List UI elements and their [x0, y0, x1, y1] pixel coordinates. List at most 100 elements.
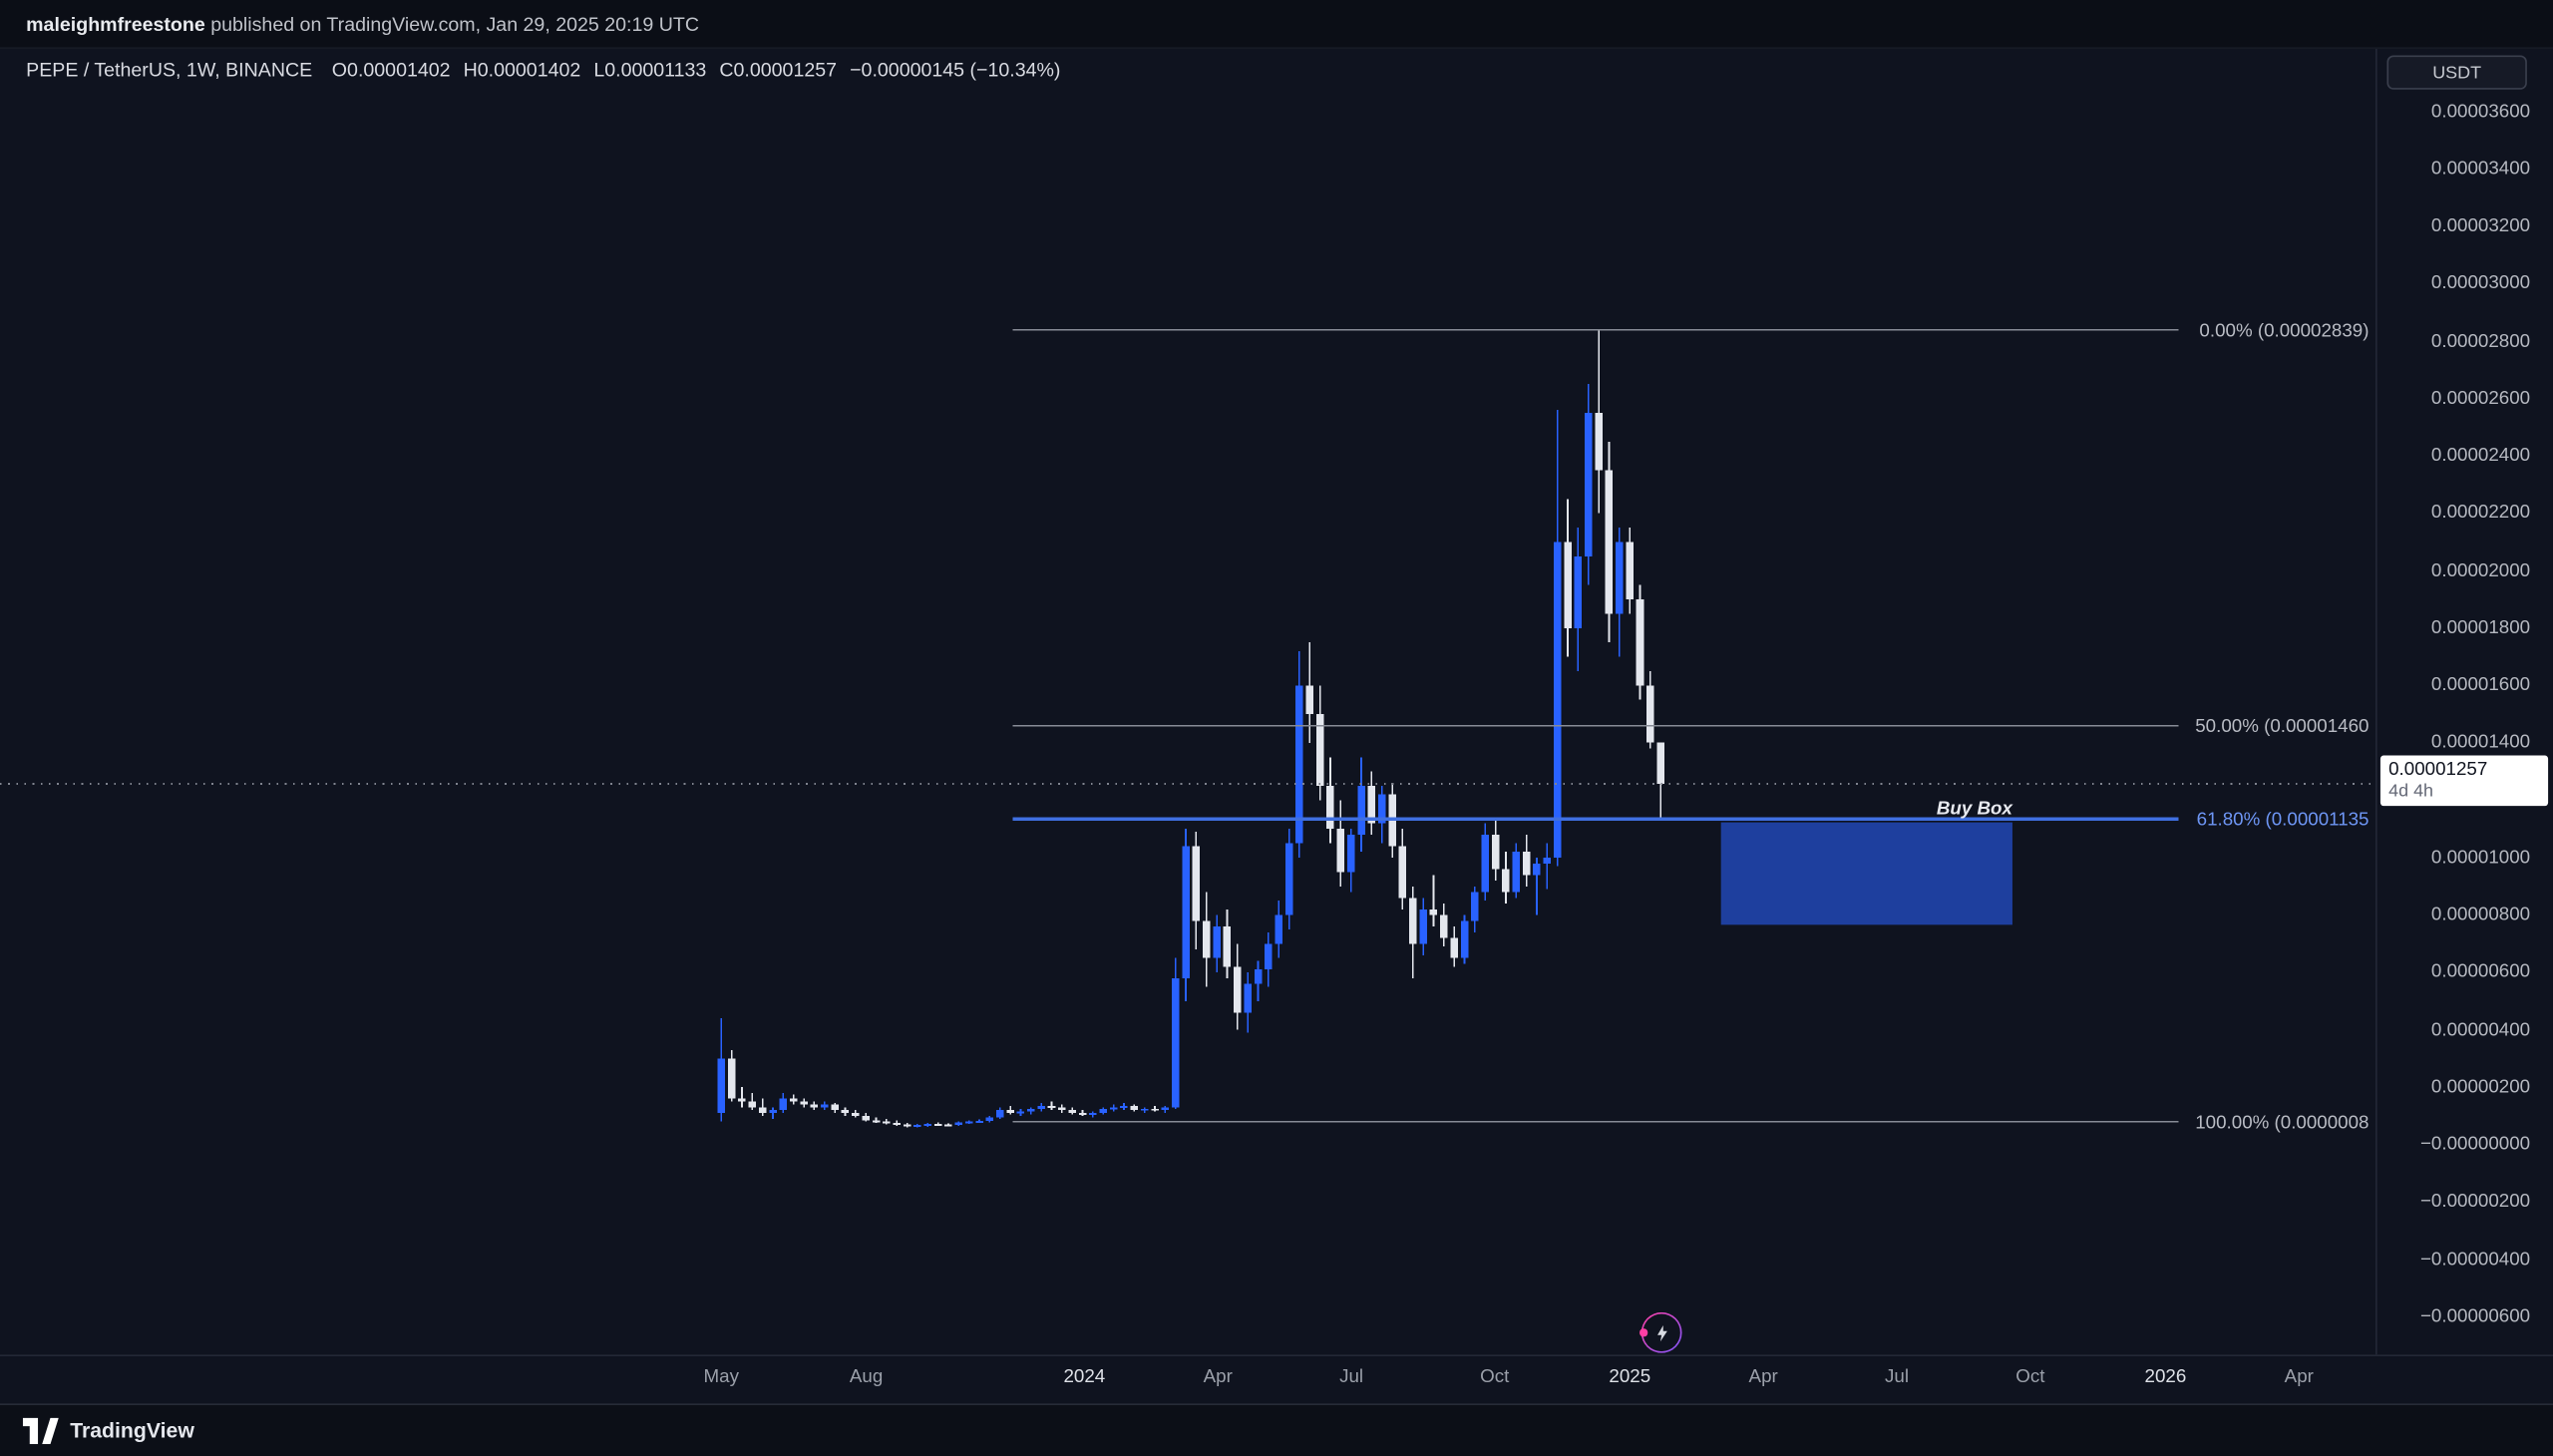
- price-axis-label: −0.00000000: [2419, 1134, 2531, 1155]
- candle-body: [758, 1107, 767, 1114]
- candle-body: [1584, 412, 1593, 556]
- candle-body: [1161, 1107, 1170, 1111]
- candle-body: [1234, 966, 1242, 1013]
- bar-close-countdown: 4d 4h: [2388, 782, 2434, 803]
- ohlc-open: O0.00001402: [331, 58, 451, 82]
- candle-body: [1626, 542, 1634, 600]
- time-axis-month-label: Apr: [1748, 1367, 1778, 1388]
- candle-body: [1502, 869, 1510, 893]
- time-axis-month-label: Aug: [849, 1367, 884, 1388]
- candle-body: [1130, 1105, 1139, 1111]
- candle-body: [1522, 852, 1531, 876]
- candlestick-chart[interactable]: 0.00% (0.00002839) 50.00% (0.00001460 61.8…: [0, 49, 2376, 1354]
- publish-info-text: published on TradingView.com, Jan 29, 20…: [204, 13, 699, 36]
- candle-body: [872, 1120, 881, 1123]
- fib-level-label: 100.00% (0.0000008: [2195, 1111, 2369, 1132]
- time-axis-year-label: 2025: [1609, 1367, 1651, 1388]
- ohlc-high: H0.00001402: [463, 58, 581, 82]
- price-axis-label: −0.00000400: [2419, 1250, 2531, 1270]
- candle-body: [1203, 920, 1211, 958]
- boost-accent-dot: [1640, 1328, 1647, 1336]
- buy-box-rect[interactable]: [1720, 822, 2012, 925]
- candle-body: [1574, 555, 1583, 628]
- candle-body: [1636, 599, 1644, 686]
- time-axis-month-label: Apr: [2284, 1367, 2314, 1388]
- ohlc-change: −0.00000145 (−10.34%): [850, 58, 1061, 82]
- candle-body: [1120, 1105, 1128, 1108]
- price-axis-label: 0.00002000: [2430, 560, 2531, 581]
- candle-body: [717, 1058, 726, 1114]
- candle-body: [964, 1121, 973, 1124]
- fib-retracement[interactable]: 0.00% (0.00002839) 50.00% (0.00001460 61.8…: [1012, 319, 2370, 1132]
- ohlc-low: L0.00001133: [593, 58, 707, 82]
- candle-body: [1295, 685, 1303, 844]
- brand-name: TradingView: [70, 1418, 194, 1443]
- candle-body: [779, 1098, 788, 1111]
- time-axis-year-label: 2026: [2144, 1367, 2187, 1388]
- tradingview-logo[interactable]: TradingView: [22, 1416, 194, 1445]
- candle-body: [738, 1098, 746, 1102]
- candle-body: [1336, 829, 1345, 873]
- ohlc-close: C0.00001257: [719, 58, 838, 82]
- candle-body: [1429, 909, 1438, 915]
- time-axis-month-label: Jul: [1885, 1367, 1910, 1388]
- candle-body: [1481, 834, 1489, 893]
- last-price-value: 0.00001257: [2388, 761, 2488, 781]
- candle-body: [1265, 943, 1273, 970]
- candle-body: [893, 1123, 901, 1126]
- candle-body: [1037, 1105, 1045, 1109]
- candle-body: [1006, 1110, 1014, 1114]
- candle-body: [1078, 1113, 1087, 1116]
- candle-body: [1564, 542, 1572, 628]
- candle-body: [1058, 1107, 1066, 1111]
- time-axis-month-label: Oct: [2015, 1367, 2045, 1388]
- symbol-legend: PEPE / TetherUS, 1W, BINANCE O0.00001402 H…: [26, 59, 1060, 82]
- candle-body: [1192, 846, 1201, 921]
- price-axis-label: 0.00002400: [2430, 446, 2531, 466]
- price-axis-label: −0.00000200: [2419, 1192, 2531, 1213]
- chart-pane[interactable]: 0.00% (0.00002839) 50.00% (0.00001460 61.8…: [0, 48, 2376, 1355]
- candle-body: [1377, 794, 1386, 824]
- candle-body: [1140, 1108, 1149, 1111]
- candle-body: [883, 1121, 891, 1124]
- candle-body: [1223, 926, 1232, 967]
- candle-body: [1284, 843, 1293, 915]
- footer-bar: TradingView: [0, 1403, 2553, 1456]
- candle-body: [944, 1124, 952, 1127]
- candle-body: [985, 1117, 994, 1122]
- price-axis-label: 0.00001400: [2430, 733, 2531, 753]
- publish-info-bar: maleighmfreestone published on TradingVi…: [0, 0, 2553, 49]
- candle-body: [1068, 1110, 1076, 1114]
- candle-body: [1616, 542, 1624, 614]
- candle-body: [1109, 1107, 1118, 1110]
- candle-body: [1471, 892, 1479, 921]
- currency-toggle-button[interactable]: USDT: [2386, 55, 2527, 90]
- time-axis-month-label: May: [703, 1367, 740, 1388]
- candle-body: [1016, 1111, 1025, 1114]
- candle-body: [1409, 898, 1417, 944]
- candle-body: [1450, 937, 1458, 958]
- candle-body: [1533, 863, 1541, 876]
- candle-body: [1491, 834, 1500, 870]
- fib-level-label: 0.00% (0.00002839): [2199, 319, 2369, 340]
- price-axis-label: 0.00002600: [2430, 388, 2531, 409]
- candle-body: [862, 1115, 870, 1121]
- time-axis-month-label: Jul: [1339, 1367, 1364, 1388]
- candle-body: [1440, 914, 1448, 938]
- candle-body: [841, 1110, 850, 1114]
- candle-body: [727, 1058, 736, 1099]
- candle-body: [975, 1121, 983, 1124]
- price-axis[interactable]: USDT 0.00003600 0.00003400 0.00003200 0.000…: [2375, 48, 2553, 1355]
- candle-body: [1099, 1108, 1108, 1114]
- candle-body: [913, 1125, 921, 1128]
- price-axis-label: 0.00003000: [2430, 273, 2531, 294]
- candle-body: [789, 1098, 798, 1102]
- lightning-bolt-glyph: [1656, 1324, 1667, 1341]
- boost-lightning-icon[interactable]: [1640, 1312, 1682, 1353]
- time-axis[interactable]: May Aug 2024 Apr Jul Oct 2025 Apr Jul Oct 2026 Apr: [0, 1354, 2553, 1404]
- buy-box-label: Buy Box: [1937, 797, 2014, 818]
- candle-body: [1460, 920, 1469, 958]
- last-price-tag: 0.00001257 4d 4h: [2379, 756, 2549, 807]
- candle-body: [1346, 834, 1355, 873]
- time-axis-year-label: 2024: [1063, 1367, 1106, 1388]
